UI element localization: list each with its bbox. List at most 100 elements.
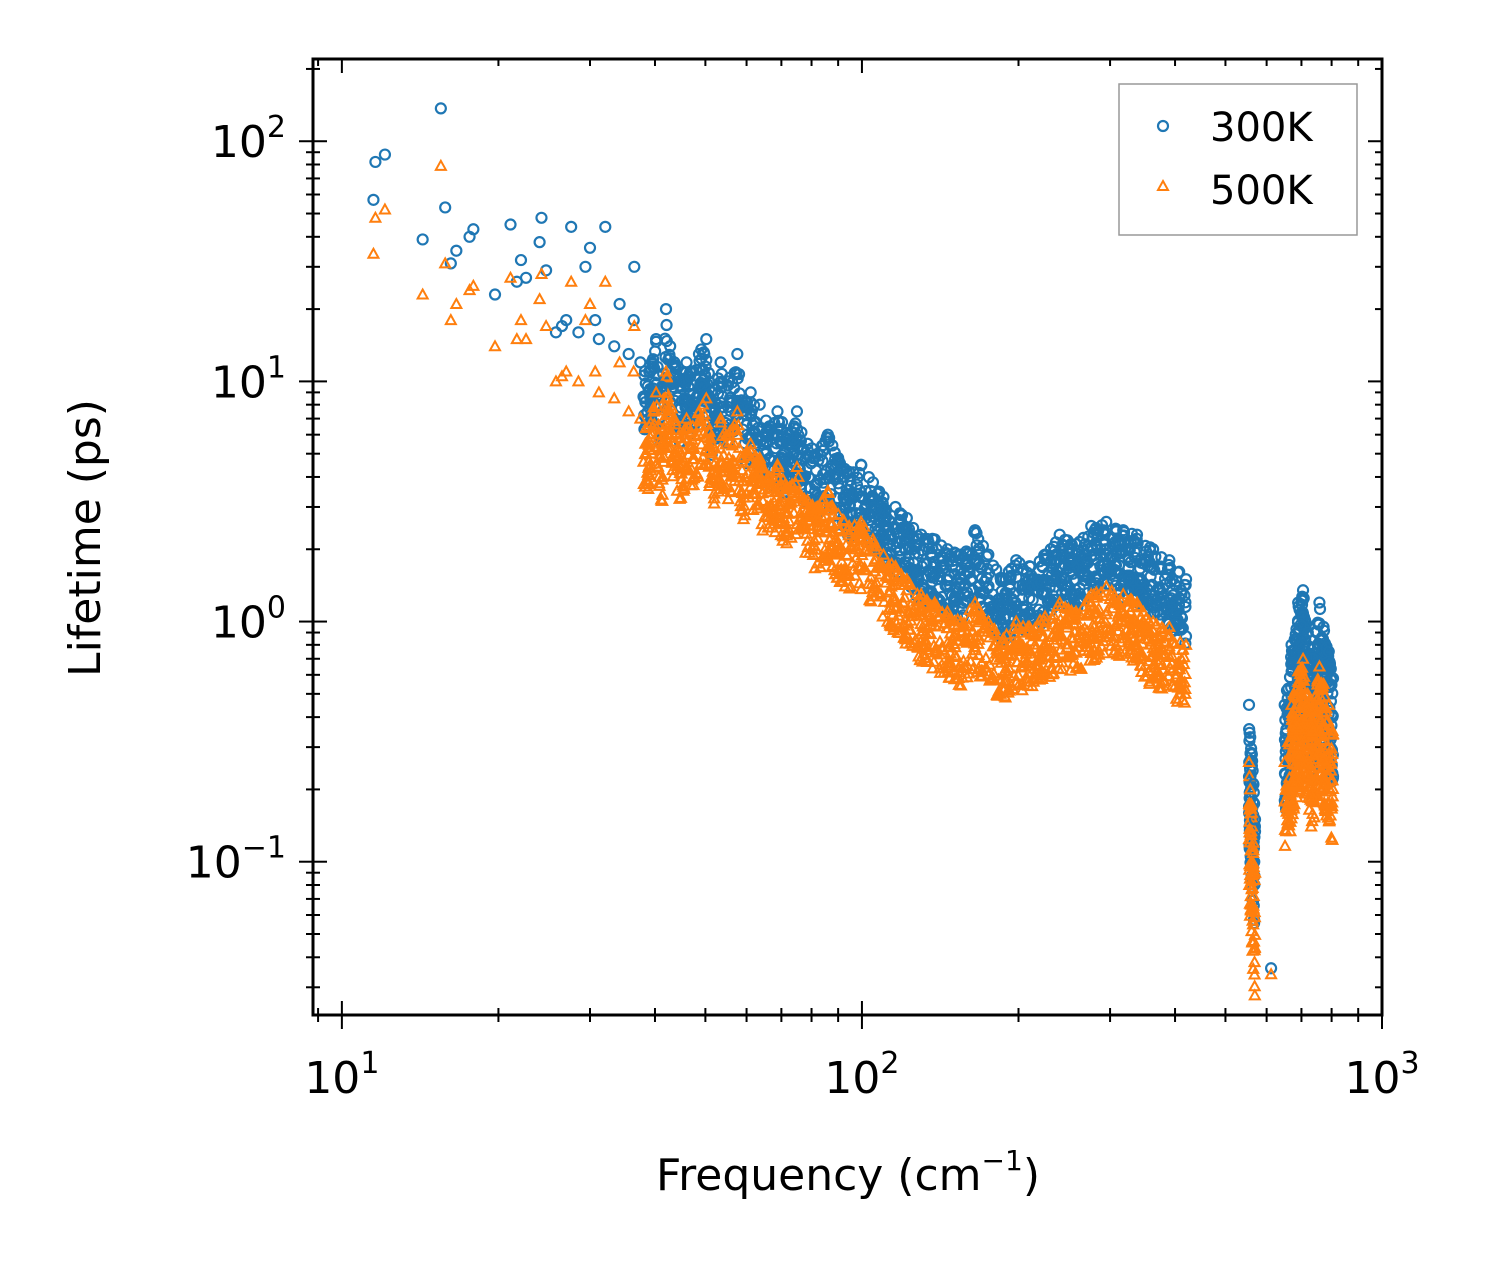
band-marker-300k: [1322, 650, 1335, 663]
band-marker-500k: [929, 644, 943, 657]
point-300k: [1244, 731, 1257, 744]
band-marker-500k: [735, 485, 749, 498]
legend-label-500k: 500K: [1210, 168, 1314, 214]
band-marker-500k: [1321, 713, 1335, 726]
band-marker-500k: [698, 430, 713, 443]
band-marker-500k: [925, 661, 940, 674]
band-marker-500k: [941, 639, 956, 652]
band-marker-500k: [1290, 749, 1304, 762]
band-marker-300k: [1285, 657, 1298, 671]
point-300k: [1301, 626, 1314, 639]
band-marker-500k: [960, 635, 974, 648]
band-marker-500k: [1104, 588, 1119, 601]
band-marker-500k: [690, 467, 704, 480]
band-marker-300k: [710, 398, 723, 411]
point-500k: [1069, 604, 1083, 617]
point-300k: [439, 201, 452, 214]
band-marker-500k: [951, 671, 966, 684]
band-marker-300k: [827, 468, 840, 481]
band-marker-300k: [783, 452, 797, 465]
point-500k: [692, 404, 706, 417]
band-marker-500k: [848, 568, 862, 581]
band-marker-500k: [1248, 988, 1262, 1001]
band-marker-500k: [780, 524, 794, 537]
band-marker-500k: [677, 422, 692, 435]
point-500k: [642, 419, 656, 432]
band-marker-500k: [1055, 662, 1069, 675]
band-marker-500k: [694, 437, 709, 450]
band-marker-300k: [1152, 590, 1165, 604]
band-marker-500k: [1140, 623, 1154, 636]
band-marker-500k: [1137, 669, 1152, 682]
band-marker-500k: [1283, 814, 1298, 827]
band-marker-500k: [1087, 642, 1101, 655]
point-300k: [535, 211, 548, 224]
band-marker-500k: [1009, 676, 1023, 689]
band-marker-500k: [655, 493, 669, 506]
point-300k: [504, 218, 517, 231]
band-marker-500k: [916, 619, 930, 632]
band-marker-500k: [855, 548, 869, 561]
band-marker-500k: [854, 582, 868, 595]
band-marker-300k: [978, 575, 991, 588]
point-300k: [450, 244, 463, 257]
band-marker-500k: [1061, 637, 1076, 650]
band-marker-500k: [692, 412, 707, 425]
band-marker-500k: [656, 413, 670, 426]
band-marker-500k: [1142, 676, 1157, 689]
band-marker-300k: [911, 568, 925, 581]
band-marker-500k: [665, 426, 679, 439]
point-300k: [1023, 560, 1036, 573]
band-marker-300k: [760, 434, 773, 448]
point-300k: [589, 313, 602, 327]
band-marker-500k: [710, 459, 724, 472]
band-marker-500k: [687, 440, 701, 453]
band-marker-500k: [724, 459, 739, 472]
band-marker-300k: [1175, 587, 1188, 600]
band-marker-500k: [905, 638, 920, 651]
band-marker-300k: [1294, 618, 1307, 631]
band-marker-500k: [761, 485, 776, 498]
band-marker-500k: [787, 505, 801, 518]
band-marker-500k: [699, 456, 714, 469]
band-marker-500k: [670, 459, 684, 472]
band-marker-500k: [1090, 606, 1105, 619]
band-marker-500k: [1112, 648, 1127, 661]
band-marker-500k: [974, 663, 989, 676]
band-marker-500k: [910, 608, 924, 621]
point-500k: [378, 202, 392, 215]
band-marker-500k: [652, 469, 666, 482]
band-marker-500k: [801, 540, 815, 553]
band-marker-500k: [1102, 629, 1116, 642]
band-marker-500k: [1246, 888, 1261, 901]
band-marker-500k: [1094, 639, 1109, 652]
band-marker-500k: [935, 657, 949, 670]
band-marker-300k: [1173, 565, 1186, 578]
point-500k: [762, 469, 777, 482]
band-marker-300k: [817, 476, 830, 489]
band-marker-500k: [1160, 628, 1175, 641]
point-500k: [1312, 659, 1327, 672]
band-marker-500k: [842, 525, 856, 538]
band-marker-500k: [1177, 650, 1191, 663]
point-300k: [1100, 515, 1113, 528]
band-marker-300k: [787, 420, 801, 433]
point-500k: [790, 459, 804, 473]
band-marker-300k: [883, 548, 896, 561]
band-marker-500k: [797, 520, 811, 533]
band-marker-500k: [1046, 607, 1061, 620]
band-marker-500k: [751, 466, 765, 479]
band-marker-300k: [748, 426, 761, 439]
band-marker-500k: [696, 397, 710, 410]
band-marker-300k: [958, 559, 971, 572]
band-marker-500k: [1165, 663, 1179, 676]
band-marker-500k: [753, 460, 767, 473]
point-500k: [981, 614, 996, 627]
band-marker-300k: [999, 586, 1012, 600]
band-marker-500k: [1045, 627, 1060, 640]
band-marker-500k: [791, 469, 806, 482]
point-500k: [954, 614, 968, 627]
point-300k: [744, 386, 757, 399]
band-marker-500k: [747, 486, 762, 499]
y-tick-label: 100: [211, 591, 286, 649]
